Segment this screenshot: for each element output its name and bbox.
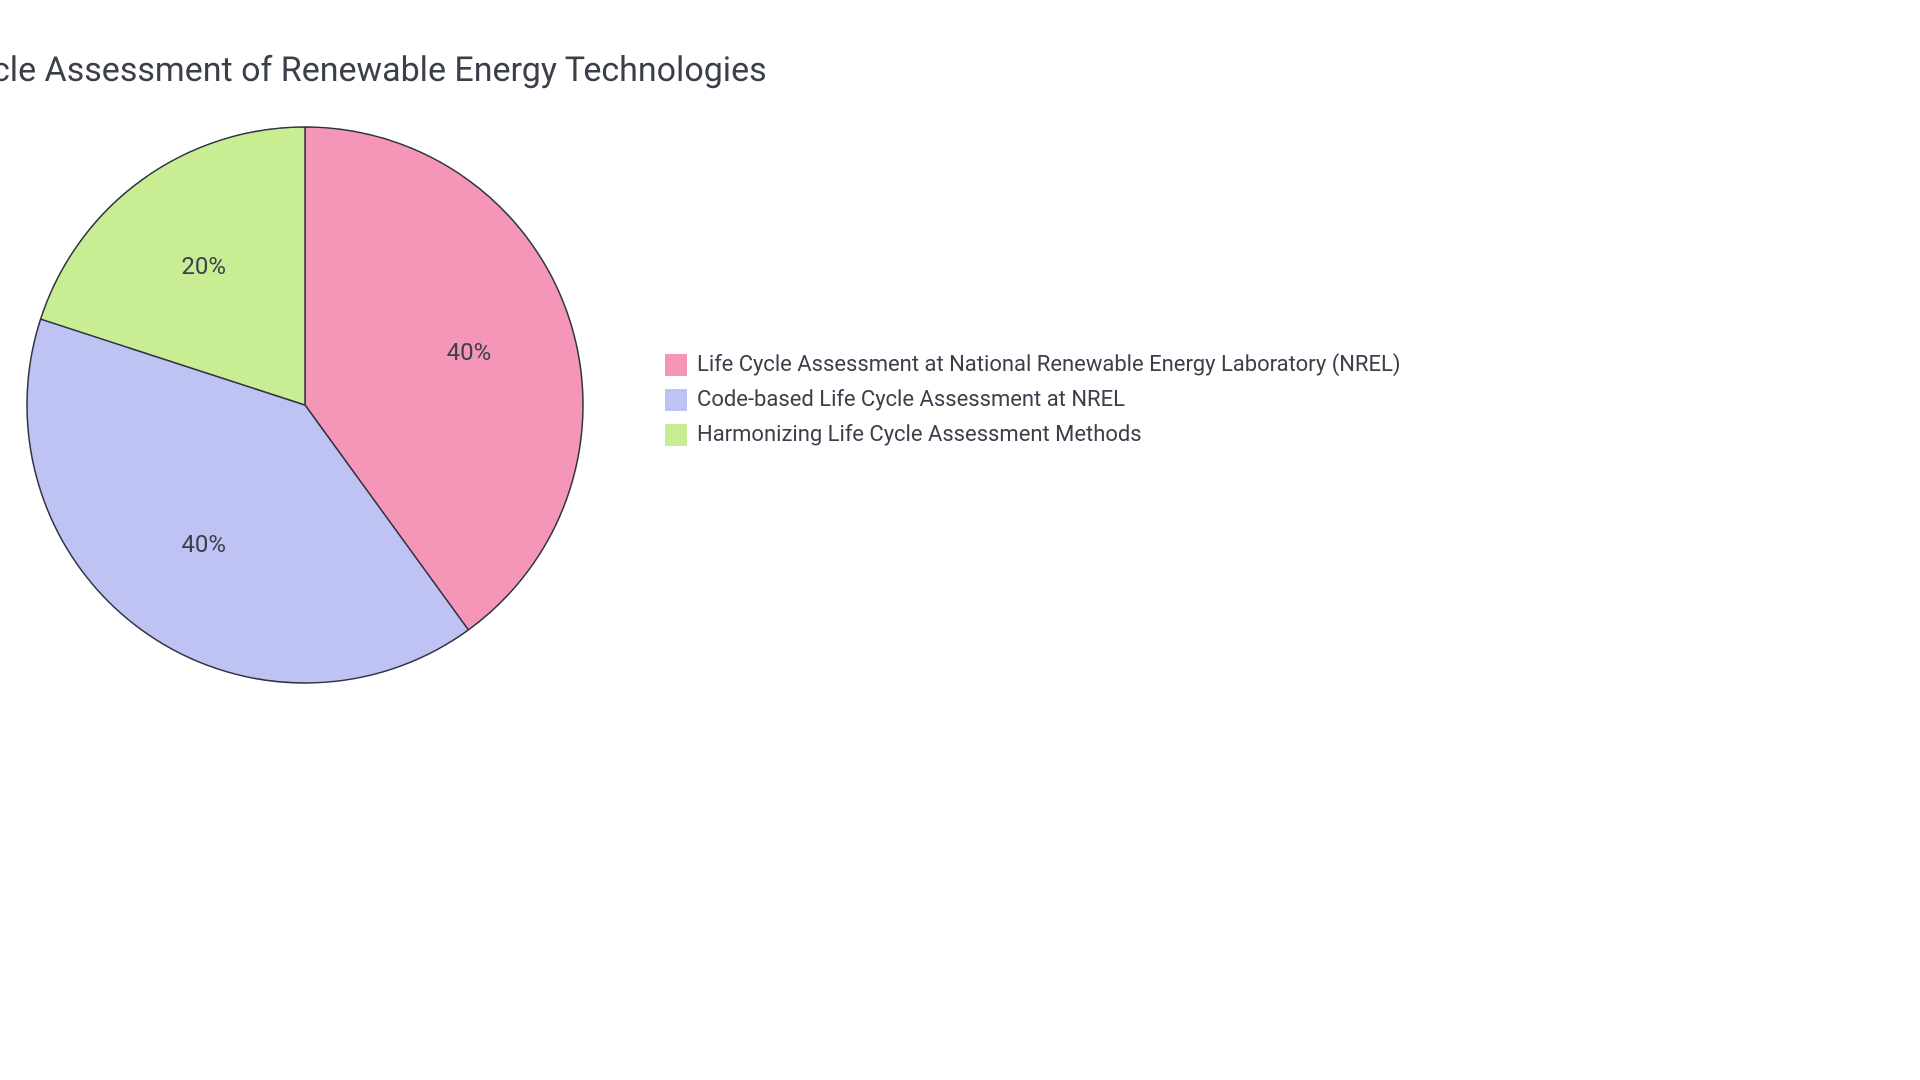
legend-item: Life Cycle Assessment at National Renewa… <box>665 352 1400 377</box>
pie-chart: 40%40%20% <box>0 0 593 697</box>
legend-swatch <box>665 354 687 376</box>
legend-item: Harmonizing Life Cycle Assessment Method… <box>665 422 1400 447</box>
legend-swatch <box>665 424 687 446</box>
pie-svg <box>0 0 593 693</box>
legend-label: Code-based Life Cycle Assessment at NREL <box>697 387 1125 412</box>
legend: Life Cycle Assessment at National Renewa… <box>665 352 1400 457</box>
legend-item: Code-based Life Cycle Assessment at NREL <box>665 387 1400 412</box>
legend-label: Harmonizing Life Cycle Assessment Method… <box>697 422 1142 447</box>
legend-label: Life Cycle Assessment at National Renewa… <box>697 352 1400 377</box>
legend-swatch <box>665 389 687 411</box>
